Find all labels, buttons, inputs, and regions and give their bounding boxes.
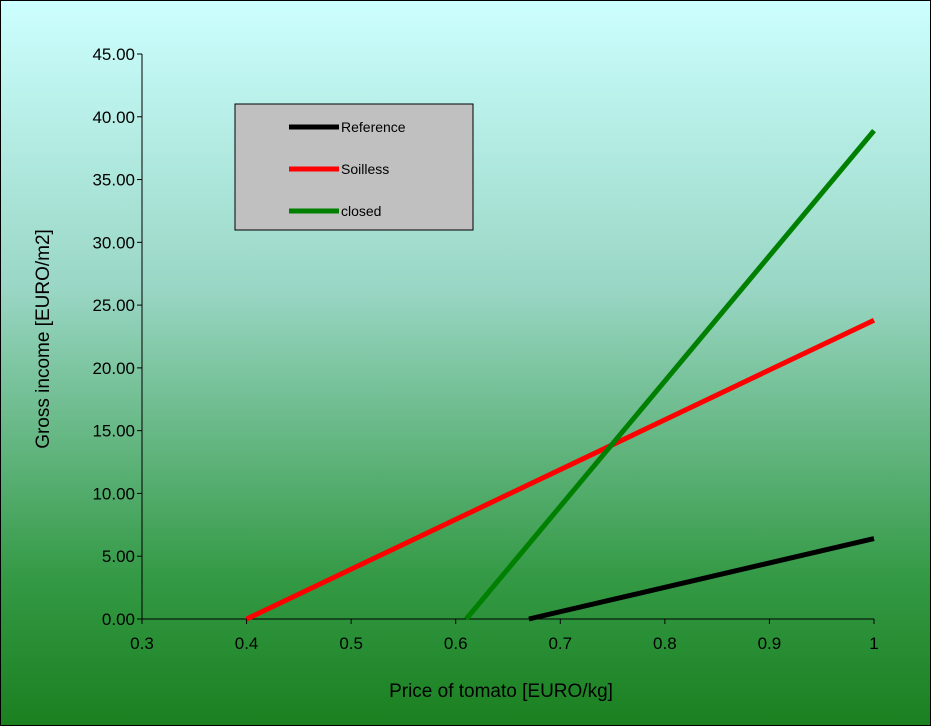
legend-label-reference: Reference: [341, 119, 406, 135]
y-tick-label: 35.00: [92, 171, 135, 190]
y-tick-label: 15.00: [92, 422, 135, 441]
series-line-reference: [528, 536, 875, 622]
series-lines: [245, 128, 876, 622]
x-axis-title: Price of tomato [EURO/kg]: [389, 681, 613, 702]
legend-label-closed: closed: [341, 203, 381, 219]
x-tick-label: 0.9: [758, 634, 782, 653]
axes: [137, 53, 875, 624]
x-tick-label: 1: [869, 634, 878, 653]
y-tick-labels: 0.00 5.00 10.00 15.00 20.00 25.00 30.00 35.00 40…: [92, 45, 135, 629]
y-tick-label: 40.00: [92, 108, 135, 127]
x-tick-label: 0.4: [235, 634, 259, 653]
series-line-soilless: [245, 317, 876, 622]
y-tick-label: 45.00: [92, 45, 135, 64]
x-tick-label: 0.7: [548, 634, 572, 653]
x-tick-label: 0.3: [130, 634, 154, 653]
x-tick-label: 0.8: [653, 634, 677, 653]
legend: Reference Soilless closed: [234, 103, 474, 231]
y-axis-title: Gross income [EURO/m2]: [33, 229, 54, 449]
y-tick-label: 20.00: [92, 359, 135, 378]
y-tick-label: 30.00: [92, 233, 135, 252]
series-line-closed: [464, 128, 876, 621]
y-tick-label: 25.00: [92, 296, 135, 315]
y-tick-label: 10.00: [92, 484, 135, 503]
y-tick-label: 0.00: [102, 610, 135, 629]
x-tick-label: 0.6: [444, 634, 468, 653]
legend-entries: Reference Soilless closed: [289, 119, 406, 219]
y-tick-label: 5.00: [102, 547, 135, 566]
x-tick-labels: 0.3 0.4 0.5 0.6 0.7 0.8 0.9 1: [130, 634, 879, 653]
legend-box: [234, 103, 474, 231]
x-tick-label: 0.5: [339, 634, 363, 653]
legend-label-soilless: Soilless: [341, 161, 389, 177]
